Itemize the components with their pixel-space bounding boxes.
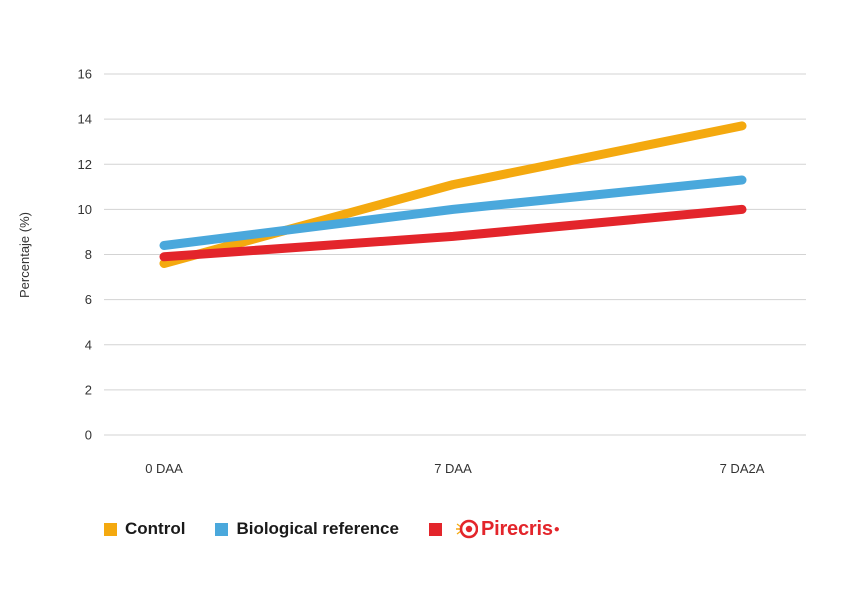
series-line-pirecris <box>159 204 747 262</box>
series-lines <box>159 121 747 268</box>
y-tick-labels: 0 2 4 6 8 10 12 14 16 <box>78 67 92 443</box>
target-icon <box>455 519 478 539</box>
x-tick-labels: 0 DAA 7 DAA 7 DA2A <box>145 461 765 476</box>
y-tick-label: 2 <box>85 382 92 397</box>
y-tick-label: 10 <box>78 202 92 217</box>
x-tick-label: 7 DA2A <box>720 461 765 476</box>
y-tick-label: 6 <box>85 292 92 307</box>
legend: Control Biological reference Pirecris ● <box>104 516 590 542</box>
y-tick-label: 4 <box>85 337 92 352</box>
legend-swatch-biological-reference <box>215 522 229 536</box>
pirecris-logo: Pirecris ● <box>455 517 560 541</box>
y-tick-label: 16 <box>78 67 92 82</box>
x-tick-label: 7 DAA <box>434 461 472 476</box>
legend-item-pirecris: Pirecris ● <box>428 517 560 541</box>
pirecris-logo-text: Pirecris <box>480 517 553 540</box>
trademark-dot-icon: ● <box>553 523 560 535</box>
x-tick-label: 0 DAA <box>145 461 183 476</box>
legend-item-biological-reference: Biological reference <box>215 519 399 539</box>
legend-label-biological-reference: Biological reference <box>236 519 399 538</box>
legend-swatch-control <box>104 522 117 536</box>
y-tick-label: 14 <box>78 112 92 127</box>
legend-label-control: Control <box>125 519 186 538</box>
legend-swatch-pirecris <box>428 522 442 536</box>
series-line-biological-reference <box>159 175 747 250</box>
legend-item-control: Control <box>104 519 185 539</box>
y-tick-label: 12 <box>78 157 92 172</box>
series-line-control <box>159 121 747 268</box>
y-tick-label: 8 <box>85 247 92 262</box>
y-axis-label: Percentaje (%) <box>17 212 32 298</box>
y-tick-label: 0 <box>85 428 92 443</box>
